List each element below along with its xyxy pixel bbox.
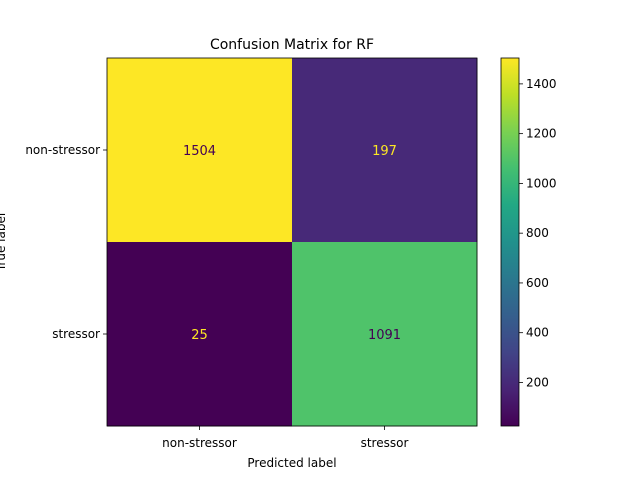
colorbar xyxy=(500,57,520,427)
colorbar-tick-label: 200 xyxy=(526,375,549,389)
colorbar-ticks: 200 400 600 800 1000 1200 1400 xyxy=(519,77,557,389)
x-tick-label: non-stressor xyxy=(162,436,237,450)
y-tick-label: non-stressor xyxy=(25,143,100,157)
cell-value-label: 25 xyxy=(191,328,208,343)
y-axis-label: True label xyxy=(0,213,8,272)
cell-value-label: 1091 xyxy=(368,328,401,343)
x-axis-label: Predicted label xyxy=(247,456,336,470)
y-tick-label: stressor xyxy=(52,327,100,341)
colorbar-tick-label: 1400 xyxy=(526,77,557,91)
matrix-cell xyxy=(292,242,478,427)
colorbar-tick-label: 1200 xyxy=(526,127,557,141)
chart-title: Confusion Matrix for RF xyxy=(210,37,374,53)
matrix-cell xyxy=(107,58,293,243)
cell-value-label: 1504 xyxy=(183,144,216,159)
colorbar-tick-label: 600 xyxy=(526,276,549,290)
plot-frame xyxy=(106,57,478,427)
cell-value-label: 197 xyxy=(372,144,397,159)
colorbar-tick-label: 800 xyxy=(526,226,549,240)
colorbar-tick-label: 1000 xyxy=(526,176,557,190)
x-tick-label: stressor xyxy=(361,436,409,450)
matrix-cell xyxy=(107,242,293,427)
y-axis-ticks: non-stressor stressor xyxy=(25,143,107,341)
x-axis-ticks: non-stressor stressor xyxy=(162,426,408,450)
colorbar-tick-label: 400 xyxy=(526,326,549,340)
matrix-cell xyxy=(292,58,478,243)
matrix-cells: 1504 197 25 1091 xyxy=(107,58,478,427)
